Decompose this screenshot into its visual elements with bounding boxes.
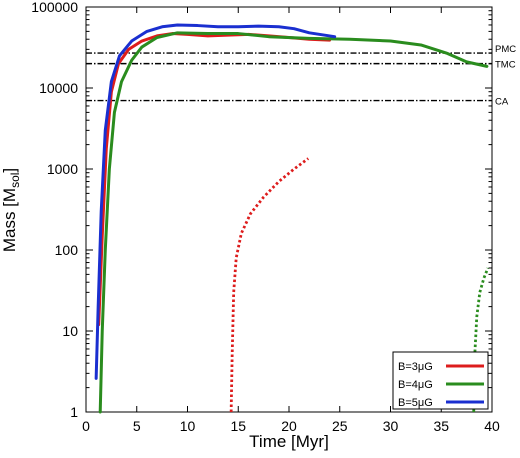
series-line-4 bbox=[94, 23, 337, 380]
y-tick-label: 10 bbox=[62, 323, 78, 339]
x-tick-label: 0 bbox=[82, 418, 90, 434]
series-line-1 bbox=[229, 157, 310, 413]
y-tick-label: 1000 bbox=[47, 161, 78, 177]
x-tick-label: 25 bbox=[332, 418, 348, 434]
y-tick-label: 100000 bbox=[31, 0, 78, 15]
x-axis-title: Time [Myr] bbox=[249, 432, 329, 451]
series-line-0 bbox=[97, 32, 332, 327]
series-line-2 bbox=[98, 31, 489, 414]
y-tick-label: 1 bbox=[70, 404, 78, 420]
y-axis-title: Mass [Msol] bbox=[0, 168, 22, 252]
reference-lines bbox=[86, 52, 492, 102]
reference-label-ca: CA bbox=[495, 97, 509, 108]
x-tick-label: 5 bbox=[133, 418, 141, 434]
axis-ticks: 0 5 10 15 20 25 30 35 40 1 10 100 1000 10000 100000 bbox=[31, 0, 500, 434]
x-tick-label: 20 bbox=[281, 418, 297, 434]
y-tick-label: 10000 bbox=[39, 80, 78, 96]
reference-label-tmc: TMC bbox=[495, 60, 516, 71]
reference-label-pmc: PMC bbox=[495, 44, 516, 55]
x-tick-label: 35 bbox=[433, 418, 449, 434]
y-tick-label: 100 bbox=[55, 242, 79, 258]
x-tick-label: 40 bbox=[484, 418, 500, 434]
legend-label-2: B=5μG bbox=[398, 397, 433, 409]
legend-label-0: B=3μG bbox=[398, 361, 433, 373]
reference-labels: PMC TMC CA bbox=[495, 44, 516, 107]
x-tick-label: 15 bbox=[230, 418, 246, 434]
plot-frame bbox=[85, 6, 493, 413]
legend: B=3μG B=4μG B=5μG bbox=[392, 351, 489, 410]
x-tick-label: 30 bbox=[383, 418, 399, 434]
x-tick-label: 10 bbox=[180, 418, 196, 434]
legend-items: B=3μG B=4μG B=5μG bbox=[398, 361, 484, 409]
legend-box bbox=[392, 351, 489, 410]
series-layer bbox=[94, 23, 490, 414]
legend-label-1: B=4μG bbox=[398, 379, 433, 391]
y-axis-title-sub: sol bbox=[8, 173, 22, 188]
y-axis-title-end: ] bbox=[0, 168, 19, 173]
y-axis-title-main: Mass [M bbox=[0, 188, 19, 252]
